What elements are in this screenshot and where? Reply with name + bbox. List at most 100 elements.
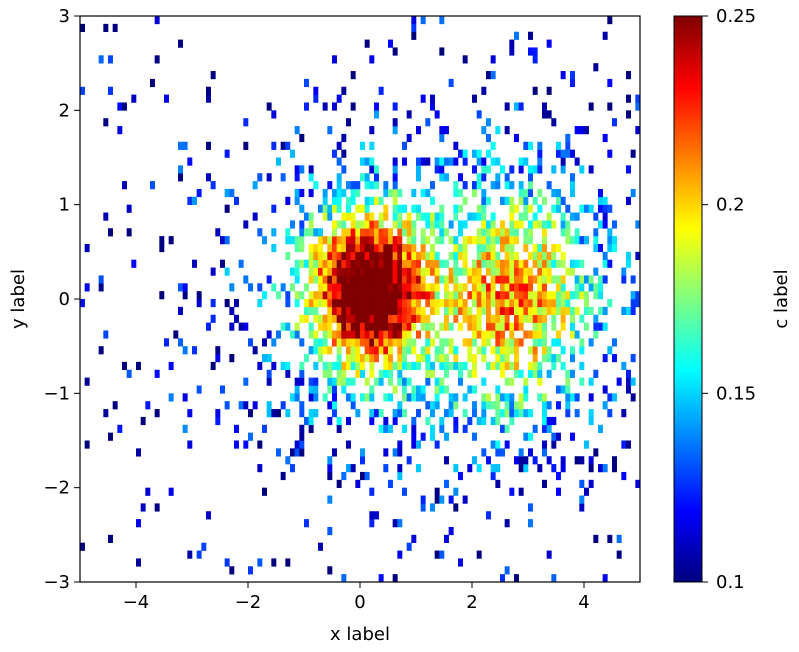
heatmap-cell: [528, 31, 533, 40]
heatmap-cell: [392, 173, 398, 182]
heatmap-cell: [630, 377, 636, 386]
heatmap-cell: [299, 314, 305, 323]
heatmap-cell: [509, 251, 515, 260]
heatmap-cell: [341, 243, 347, 253]
heatmap-cell: [504, 338, 510, 347]
heatmap-cell: [388, 283, 393, 292]
heatmap-cell: [411, 31, 417, 40]
heatmap-cell: [462, 196, 468, 205]
heatmap-cell: [453, 275, 459, 284]
heatmap-cell: [579, 361, 585, 371]
heatmap-cell: [392, 275, 398, 284]
heatmap-cell: [341, 149, 347, 158]
heatmap-cell: [509, 236, 515, 245]
heatmap-cell: [388, 330, 393, 339]
heatmap-cell: [523, 188, 529, 198]
heatmap-cell: [472, 401, 477, 410]
heatmap-cell: [276, 448, 281, 457]
heatmap-cell: [336, 141, 342, 150]
colorbar-tick-label: 0.15: [716, 383, 756, 404]
heatmap-cell: [546, 456, 552, 465]
heatmap-cell: [327, 369, 333, 378]
heatmap-cell: [504, 267, 510, 276]
heatmap-cell: [476, 251, 482, 260]
colorbar: [673, 15, 703, 583]
heatmap-cell: [378, 243, 384, 253]
heatmap-cell: [336, 283, 342, 292]
heatmap-cell: [350, 71, 356, 80]
heatmap-cell: [472, 354, 477, 363]
heatmap-cell: [420, 251, 426, 260]
heatmap-cell: [299, 228, 305, 237]
heatmap-cell: [336, 291, 342, 300]
heatmap-cell: [327, 126, 333, 135]
heatmap-cell: [565, 377, 571, 386]
heatmap-cell: [383, 361, 389, 371]
heatmap-cell: [556, 432, 561, 441]
heatmap-cell: [322, 291, 328, 300]
heatmap-cell: [481, 173, 487, 182]
heatmap-cell: [182, 393, 188, 402]
heatmap-cell: [350, 188, 356, 198]
heatmap-cell: [369, 236, 375, 245]
heatmap-cell: [350, 267, 356, 276]
heatmap-cell: [336, 354, 342, 363]
heatmap-cell: [374, 259, 379, 268]
heatmap-cell: [108, 534, 113, 543]
heatmap-cell: [364, 283, 370, 292]
heatmap-cell: [598, 188, 603, 198]
heatmap-cell: [336, 377, 342, 386]
heatmap-cell: [574, 306, 580, 316]
heatmap-cell: [355, 299, 361, 308]
heatmap-cell: [612, 393, 617, 402]
heatmap-cell: [416, 409, 421, 418]
heatmap-cell: [332, 291, 337, 300]
heatmap-cell: [458, 291, 463, 300]
heatmap-cell: [486, 401, 491, 410]
heatmap-cell: [112, 401, 118, 410]
heatmap-cell: [584, 126, 589, 135]
heatmap-cell: [514, 291, 519, 300]
heatmap-cell: [406, 542, 412, 551]
heatmap-cell: [430, 251, 435, 260]
heatmap-cell: [495, 385, 501, 394]
heatmap-cell: [248, 338, 253, 347]
heatmap-cell: [397, 346, 403, 355]
heatmap-cell: [579, 283, 585, 292]
heatmap-cell: [355, 338, 361, 347]
heatmap-cell: [397, 369, 403, 378]
heatmap-cell: [490, 236, 496, 245]
heatmap-cell: [514, 31, 519, 40]
heatmap-cell: [159, 236, 165, 245]
heatmap-cell: [448, 346, 454, 355]
heatmap-cell: [397, 259, 403, 268]
heatmap-cell: [402, 228, 407, 237]
heatmap-cell: [472, 94, 477, 103]
heatmap-cell: [187, 409, 193, 418]
heatmap-cell: [285, 236, 291, 245]
heatmap-cell: [397, 377, 403, 386]
heatmap-cell: [210, 71, 216, 80]
heatmap-cell: [350, 393, 356, 402]
heatmap-cell: [322, 330, 328, 339]
heatmap-cell: [518, 306, 524, 316]
heatmap-cell: [406, 346, 412, 355]
heatmap-cell: [425, 291, 431, 300]
heatmap-cell: [490, 416, 496, 426]
heatmap-cell: [280, 141, 286, 150]
heatmap-cell: [579, 259, 585, 268]
heatmap-cell: [378, 196, 384, 205]
heatmap-cell: [453, 243, 459, 253]
heatmap-cell: [579, 503, 585, 512]
heatmap-cell: [374, 283, 379, 292]
heatmap-cell: [294, 330, 300, 339]
heatmap-cell: [458, 173, 463, 182]
heatmap-cell: [388, 354, 393, 363]
heatmap-cell: [392, 259, 398, 268]
heatmap-cell: [308, 165, 314, 174]
heatmap-cell: [560, 456, 566, 465]
heatmap-cell: [420, 236, 426, 245]
heatmap-cell: [462, 424, 468, 433]
heatmap-cell: [364, 259, 370, 268]
heatmap-cell: [332, 299, 337, 308]
